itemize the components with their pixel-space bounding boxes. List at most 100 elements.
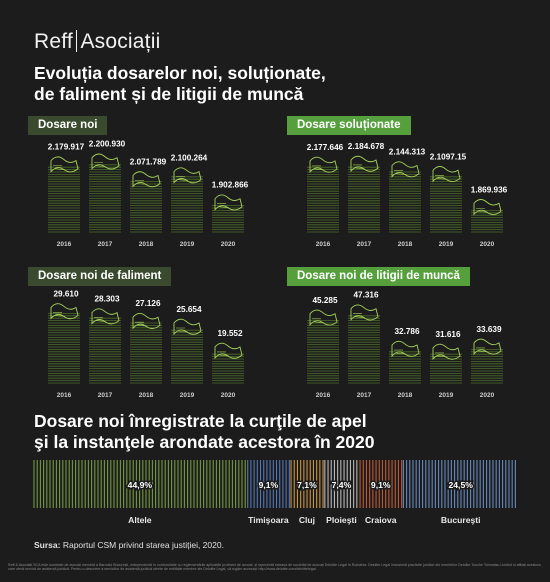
bar-stack (89, 153, 121, 233)
paper-sheet-icon (350, 304, 379, 321)
year-tick-label: 2017 (98, 392, 113, 399)
source-note: Sursa: Raportul CSM privind starea justi… (34, 540, 224, 550)
year-tick-label: 2019 (439, 392, 454, 399)
year-tick-label: 2018 (139, 392, 154, 399)
paper-sheet-icon (432, 166, 461, 183)
bar-value-label: 27.126 (135, 299, 160, 308)
source-text: Raportul CSM privind starea justiției, 2… (62, 540, 224, 550)
bar-value-label: 32.786 (394, 327, 419, 336)
chart-dosare-faliment: Dosare noi de faliment 29.610 2016 28.303 2… (28, 267, 272, 407)
bar-value-label: 2.071.789 (130, 158, 167, 167)
bar-stack (471, 199, 503, 233)
year-tick-label: 2017 (357, 392, 372, 399)
paper-sheet-icon (473, 199, 502, 216)
bar-value-label: 2.200.930 (89, 140, 126, 149)
bar-stack (212, 194, 244, 233)
year-tick-label: 2020 (221, 241, 236, 248)
paper-sheet-icon (214, 194, 243, 211)
bar-value-label: 1.869.936 (471, 185, 508, 194)
bar-stack (307, 309, 339, 384)
chart-title: Dosare noi de litigii de muncă (287, 267, 470, 286)
page-title-line-1: Evoluția dosarelor noi, soluționate, (34, 63, 326, 83)
chart-plot: 29.610 2016 28.303 2017 27.126 2018 25.654 2019… (48, 289, 244, 399)
chart-plot: 2.177.646 2016 2.184.678 2017 2.144.313 2018 2… (307, 142, 508, 248)
paper-sheet-icon (391, 161, 420, 178)
bar-value-label: 28.303 (94, 295, 119, 304)
chart-plot: 45.285 2016 47.316 2017 32.786 2018 31.616 2019… (307, 291, 503, 399)
year-tick-label: 2019 (180, 392, 195, 399)
share-category-label: Ploieşti (326, 515, 357, 525)
chart-title: Dosare noi de faliment (28, 267, 172, 286)
bar-value-label: 19.552 (217, 329, 242, 338)
bar-value-label: 29.610 (53, 289, 78, 298)
chart-plot: 2.179.917 2016 2.200.930 2017 2.071.789 2018 2… (48, 140, 249, 248)
page-title: Evoluția dosarelor noi, soluționate, de … (34, 63, 514, 105)
bar-value-label: 2.100.264 (171, 154, 208, 163)
year-tick-label: 2018 (398, 241, 413, 248)
bar-stack (430, 343, 462, 384)
section-title-line-1: Dosare noi înregistrate la curţile de ap… (34, 411, 367, 431)
bar-value-label: 25.654 (176, 305, 201, 314)
bar-value-label: 2.179.917 (48, 143, 85, 152)
bar-value-label: 33.639 (476, 325, 501, 334)
year-tick-label: 2019 (180, 241, 195, 248)
section-title-line-2: şi la instanţele arondate acestora în 20… (34, 432, 375, 452)
bar-value-label: 47.316 (353, 291, 378, 300)
share-value-label: 9,1% (371, 480, 391, 490)
paper-sheet-icon (132, 313, 161, 330)
share-segment (402, 460, 516, 508)
legal-disclaimer: Reff & Asociații SCA este societate de a… (8, 563, 542, 572)
bar-value-label: 45.285 (312, 296, 337, 305)
bar-value-label: 2.144.313 (389, 148, 426, 157)
bar-value-label: 2.184.678 (348, 142, 385, 151)
year-tick-label: 2019 (439, 241, 454, 248)
share-value-label: 24,5% (449, 480, 474, 490)
bar-stack (389, 340, 421, 384)
paper-sheet-icon (350, 155, 379, 173)
section-title: Dosare noi înregistrate la curţile de ap… (34, 411, 514, 453)
share-segment (290, 460, 324, 508)
share-segment (359, 460, 403, 508)
share-value-label: 7,4% (332, 480, 352, 490)
paper-sheet-icon (173, 318, 202, 336)
paper-sheet-icon (173, 167, 202, 184)
paper-sheet-icon (432, 343, 461, 361)
source-label: Sursa: (34, 540, 61, 550)
chart-title: Dosare soluționate (287, 116, 411, 135)
bar-stack (171, 167, 203, 233)
brand-divider (75, 30, 78, 52)
bar-value-label: 31.616 (435, 330, 460, 339)
bar-stack (48, 156, 80, 233)
chart-dosare-solutionate: Dosare soluționate 2.177.646 2016 2.184.67… (287, 116, 531, 256)
year-tick-label: 2017 (357, 241, 372, 248)
chart-title: Dosare noi (28, 116, 108, 135)
share-category-label: Craiova (365, 515, 397, 525)
bar-stack (212, 342, 244, 384)
brand-logo: Reff Asociații (34, 30, 160, 54)
bar-stack (348, 304, 380, 384)
share-value-label: 7,1% (297, 480, 317, 490)
year-tick-label: 2018 (398, 392, 413, 399)
paper-sheet-icon (50, 303, 79, 320)
year-tick-label: 2020 (480, 241, 495, 248)
bar-stack (171, 318, 203, 384)
bar-stack (389, 161, 421, 233)
paper-sheet-icon (50, 156, 79, 173)
bar-stack (307, 156, 339, 233)
share-segment (33, 460, 246, 508)
paper-sheet-icon (309, 156, 338, 174)
bar-value-label: 2.1097.15 (430, 152, 467, 161)
bar-stack (471, 338, 503, 384)
share-category-label: Bucureşti (441, 515, 481, 525)
year-tick-label: 2018 (139, 241, 154, 248)
paper-sheet-icon (91, 153, 120, 170)
brand-name-right: Asociații (80, 30, 161, 53)
chart-dosare-litigii-munca: Dosare noi de litigii de muncă 45.285 201… (287, 267, 531, 407)
paper-sheet-icon (309, 309, 338, 327)
year-tick-label: 2016 (57, 392, 72, 399)
year-tick-label: 2016 (316, 392, 331, 399)
year-tick-label: 2020 (480, 392, 495, 399)
courts-share-chart: 44,9% Altele 9,1% Timişoara 7,1% Cluj 7,4% Ploi… (33, 460, 516, 525)
bar-value-label: 1.902.866 (212, 181, 249, 190)
bar-stack (89, 308, 121, 384)
